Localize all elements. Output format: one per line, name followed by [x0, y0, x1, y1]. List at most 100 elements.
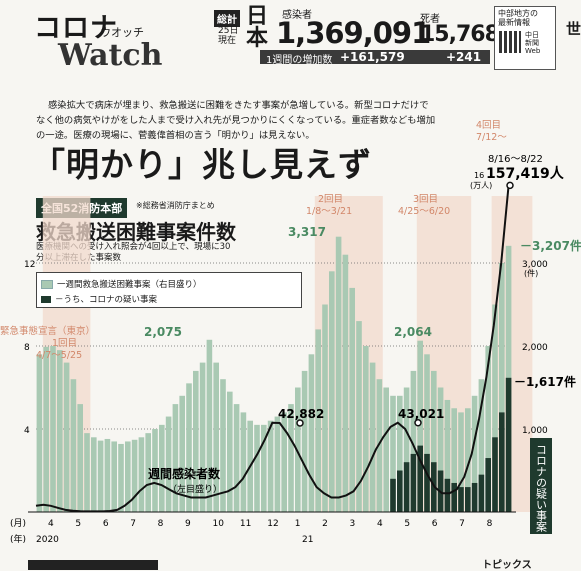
year-label: 2020 [36, 535, 59, 545]
inf-peak-label: 42,882 [278, 407, 324, 421]
emergency-range: 4/25～6/20 [398, 206, 450, 217]
x-tick-label: 1 [295, 519, 301, 529]
bar [159, 424, 165, 512]
x-tick-label: 4 [377, 519, 383, 529]
bar [57, 350, 63, 512]
bar [451, 408, 457, 512]
emergency-range: 1/8～3/21 [306, 206, 352, 217]
bar [349, 287, 355, 512]
x-unit: (月) [10, 518, 26, 529]
bar [410, 370, 417, 512]
bar [403, 387, 410, 512]
bar [179, 395, 185, 512]
covid-bar [499, 412, 505, 512]
x-tick-label: 7 [459, 519, 465, 529]
bar [233, 404, 240, 512]
right-tick-label: 3,000 [522, 260, 548, 270]
covid-bar [485, 458, 491, 512]
bar [485, 346, 491, 512]
bar [267, 420, 274, 512]
bar [91, 437, 97, 512]
emergency-range: 4/7～5/25 [36, 350, 82, 361]
logo-corona: コロナ [34, 13, 118, 44]
year-label: 21 [302, 535, 313, 545]
bar [397, 395, 403, 512]
emergency-round: 4回目 [476, 120, 501, 131]
covid-bar [397, 470, 403, 512]
bar [363, 346, 369, 512]
inf-peak-marker [414, 418, 422, 427]
bar [369, 362, 376, 512]
bar [206, 339, 213, 512]
total-tag: 総計 [214, 10, 240, 27]
weekly-deaths: +241 [446, 50, 482, 64]
bar [213, 362, 219, 512]
bar [104, 438, 111, 512]
bar [240, 412, 247, 512]
bar [356, 321, 362, 512]
bar [376, 379, 383, 512]
legend-bars: 一週間救急搬送困難事案（右目盛り） [41, 278, 202, 290]
covid-bar [451, 482, 457, 512]
bar [254, 424, 260, 512]
bar [199, 362, 206, 512]
bar [478, 379, 485, 512]
emergency-band-4 [491, 196, 533, 512]
logo-watch: Watch [58, 38, 163, 73]
date-label: 25日 現在 [218, 26, 239, 46]
covid-bar [444, 478, 451, 512]
bar [458, 412, 464, 512]
inf-last-value: 157,419人 [486, 165, 565, 182]
bar [417, 340, 423, 512]
peak-label: 2,075 [144, 325, 182, 339]
bar [492, 304, 498, 512]
bar [172, 404, 179, 512]
japan-label: 日本 [246, 4, 269, 51]
bar [315, 329, 321, 512]
x-tick-label: 5 [75, 519, 81, 529]
cases-value: 1,369,091 [276, 16, 431, 50]
legend: 一週間救急搬送困難事案（右目盛り） －うち、コロナの疑い事案 [36, 272, 302, 308]
covid-bar [465, 487, 471, 512]
bar [84, 433, 90, 512]
legend-covid-label: －うち、コロナの疑い事案 [55, 295, 158, 305]
promo-box[interactable]: 中部地方の 最新情報 中日 新聞 Web [494, 6, 556, 70]
bar [111, 441, 117, 512]
covid-vertical-label: コロナの疑い事案 [535, 444, 548, 532]
bar [145, 433, 151, 512]
covid-bar [390, 478, 396, 512]
covid-bar [424, 453, 430, 512]
emergency-range: 7/12～ [476, 132, 507, 143]
bar [138, 437, 145, 512]
bar [227, 391, 233, 512]
covid-bar [410, 453, 417, 512]
right-tick-label: 2,000 [522, 343, 548, 353]
left-axis-top-label: 16 [474, 171, 484, 180]
left-tick-label: 4 [24, 426, 30, 436]
covid-bar [458, 487, 464, 512]
bar [444, 399, 451, 512]
bar [274, 416, 281, 512]
last-bar-label: －3,207件 [520, 238, 581, 253]
bar [70, 379, 77, 512]
inf-last-marker [506, 181, 514, 190]
x-tick-label: 12 [267, 519, 278, 529]
topic-label: トピックス [482, 560, 532, 571]
x-tick-label: 4 [48, 519, 54, 529]
x-tick-label: 2 [322, 519, 328, 529]
bar [301, 370, 308, 512]
bar [383, 387, 389, 512]
promo-text: 中部地方の 最新情報 [498, 9, 538, 27]
bar [499, 263, 505, 512]
bar [335, 236, 342, 512]
covid-bar [417, 445, 423, 512]
left-axis-unit: (万人) [470, 181, 492, 190]
legend-bars-label: 一週間救急搬送困難事案（右目盛り） [57, 280, 202, 290]
bar [261, 424, 267, 512]
x-tick-label: 6 [103, 519, 109, 529]
cases-label: 感染者 [282, 10, 312, 21]
covid-vertical-box [530, 438, 552, 534]
last-covid-label: －1,617件 [514, 374, 576, 389]
emergency-round: 1回目 [52, 338, 77, 349]
